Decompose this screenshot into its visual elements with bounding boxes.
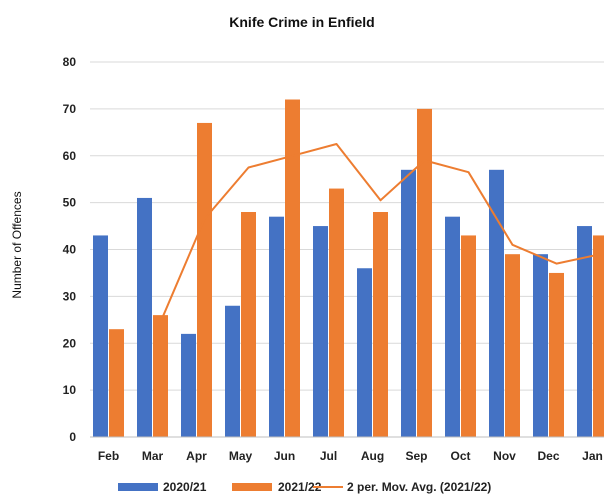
gridlines: [90, 61, 604, 391]
y-tick-label: 30: [63, 289, 77, 303]
bar-series2: [549, 272, 564, 437]
y-axis-ticks: 0 10 20 30 40 50 60 70 80: [63, 55, 77, 444]
y-tick-label: 60: [63, 149, 77, 163]
bar-series2: [241, 212, 256, 437]
y-tick-label: 80: [63, 55, 77, 69]
y-tick-label: 0: [69, 430, 76, 444]
y-tick-label: 70: [63, 102, 77, 116]
x-tick-label: Jan: [582, 449, 603, 463]
bar-series2: [593, 235, 604, 437]
x-tick-label: May: [229, 449, 253, 463]
x-tick-label: Jul: [320, 449, 337, 463]
bar-series2: [285, 99, 300, 437]
x-tick-label: Mar: [142, 449, 164, 463]
bar-series2: [197, 122, 212, 437]
bar-series2: [153, 315, 168, 437]
bar-series1: [93, 235, 108, 437]
bar-series2: [461, 235, 476, 437]
moving-average-line: [159, 143, 601, 323]
legend-label-3: 2 per. Mov. Avg. (2021/22): [347, 480, 491, 494]
bar-series1: [269, 216, 284, 437]
bar-series1: [445, 216, 460, 437]
bar-series2: [417, 108, 432, 437]
legend-swatch-1: [118, 483, 158, 491]
y-tick-label: 50: [63, 196, 77, 210]
x-tick-label: Jun: [274, 449, 295, 463]
legend: 2020/21 2021/22 2 per. Mov. Avg. (2021/22): [118, 480, 491, 494]
bar-series1: [225, 305, 240, 437]
y-tick-label: 20: [63, 336, 77, 350]
bar-series1: [181, 333, 196, 437]
x-tick-label: Sep: [405, 449, 427, 463]
x-axis-ticks: Feb Mar Apr May Jun Jul Aug Sep Oct Nov Dec Jan: [98, 449, 603, 463]
bar-series2: [329, 188, 344, 437]
y-tick-label: 40: [63, 243, 77, 257]
x-tick-label: Dec: [537, 449, 559, 463]
x-tick-label: Nov: [493, 449, 516, 463]
bar-series1: [357, 268, 372, 437]
x-tick-label: Apr: [186, 449, 207, 463]
chart-title: Knife Crime in Enfield: [229, 14, 374, 30]
x-tick-label: Oct: [450, 449, 470, 463]
legend-label-1: 2020/21: [163, 480, 207, 494]
bars: [93, 99, 604, 437]
bar-series1: [489, 169, 504, 437]
moving-average-series: [159, 143, 601, 323]
x-tick-label: Feb: [98, 449, 119, 463]
bar-series1: [533, 254, 548, 437]
bar-series2: [373, 212, 388, 437]
bar-series2: [505, 254, 520, 437]
bar-series1: [137, 197, 152, 437]
y-tick-label: 10: [63, 383, 77, 397]
bar-series1: [313, 226, 328, 437]
bar-series1: [401, 169, 416, 437]
y-axis-title: Number of Offences: [10, 191, 24, 298]
bar-series2: [109, 329, 124, 437]
legend-label-2: 2021/22: [278, 480, 322, 494]
legend-swatch-2: [232, 483, 272, 491]
bar-series1: [577, 226, 592, 437]
x-tick-label: Aug: [361, 449, 384, 463]
